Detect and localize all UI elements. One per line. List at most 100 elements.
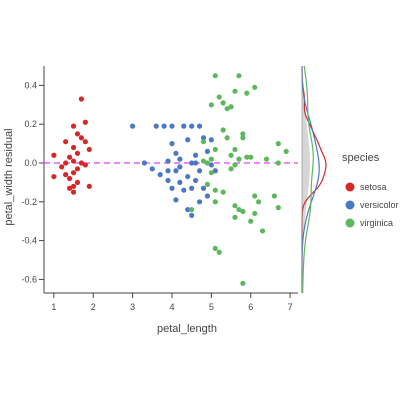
data-point-setosa (78, 135, 85, 141)
data-point-virginica (240, 208, 246, 215)
data-point-virginica (220, 127, 226, 133)
legend[interactable]: species setosa versicolor virginica (342, 152, 399, 228)
data-point-setosa (82, 139, 88, 145)
data-point-virginica (216, 249, 222, 255)
data-point-virginica (232, 203, 238, 209)
data-point-versicolor (165, 177, 171, 184)
marginal-density (301, 65, 327, 294)
data-point-setosa (70, 123, 77, 129)
data-point-setosa (51, 173, 57, 180)
legend-label-virginica[interactable]: virginica (360, 218, 393, 228)
data-point-virginica (252, 210, 258, 217)
data-point-virginica (212, 245, 218, 251)
legend-marker-virginica[interactable] (345, 218, 355, 228)
data-point-virginica (275, 141, 281, 147)
marginal-curve-virginica (302, 65, 314, 294)
data-point-versicolor (204, 148, 211, 154)
data-point-virginica (263, 156, 270, 162)
data-point-versicolor (169, 185, 175, 191)
data-point-virginica (244, 154, 250, 160)
data-point-setosa (59, 164, 65, 170)
data-point-versicolor (169, 123, 175, 129)
legend-title: species (342, 152, 380, 164)
data-point-virginica (259, 228, 266, 234)
data-point-versicolor (189, 160, 195, 166)
data-point-virginica (189, 206, 195, 213)
data-point-versicolor (181, 123, 187, 129)
data-point-versicolor (130, 123, 136, 129)
data-point-virginica (212, 146, 218, 153)
data-point-virginica (248, 218, 254, 224)
data-point-versicolor (193, 160, 199, 166)
tick-labels: 1 2 3 4 5 6 7 0.4 0.2 0.0 -0.2 -0.4 -0.6 (21, 80, 292, 312)
data-point-versicolor (189, 212, 195, 218)
data-point-setosa (63, 172, 69, 178)
data-point-versicolor (200, 135, 207, 141)
data-point-versicolor (185, 206, 191, 213)
data-point-setosa (82, 162, 88, 168)
data-point-versicolor (185, 173, 191, 180)
data-point-virginica (224, 106, 230, 112)
data-point-versicolor (177, 179, 183, 186)
data-point-setosa (74, 179, 81, 186)
data-point-setosa (51, 152, 57, 158)
data-point-versicolor (157, 172, 163, 178)
data-point-versicolor (196, 123, 203, 129)
data-point-versicolor (212, 168, 218, 174)
data-point-virginica (220, 189, 226, 195)
data-point-versicolor (189, 185, 195, 191)
data-point-virginica (232, 146, 238, 153)
data-point-versicolor (208, 162, 214, 168)
data-point-setosa (63, 139, 69, 145)
data-point-versicolor (208, 137, 214, 143)
data-point-versicolor (173, 168, 179, 174)
data-point-versicolor (193, 152, 199, 158)
data-point-virginica (204, 160, 211, 166)
x-tick-label: 4 (169, 302, 174, 312)
data-point-versicolor (149, 166, 155, 172)
data-point-versicolor (196, 168, 203, 174)
legend-label-versicolor[interactable]: versicolor (360, 200, 399, 210)
data-point-virginica (252, 84, 258, 90)
data-point-versicolor (200, 185, 207, 191)
data-point-setosa (66, 185, 73, 191)
data-point-setosa (78, 96, 85, 102)
data-point-virginica (224, 135, 230, 141)
legend-label-setosa[interactable]: setosa (360, 182, 387, 192)
data-point-virginica (256, 199, 262, 205)
data-point-virginica (240, 135, 246, 141)
data-point-virginica (240, 131, 246, 137)
data-point-virginica (244, 90, 250, 96)
y-tick-label: 0.2 (24, 119, 37, 129)
y-tick-label: 0.4 (24, 80, 37, 90)
data-point-virginica (275, 205, 281, 211)
y-tick-label: -0.4 (21, 236, 37, 246)
x-tick-label: 1 (51, 302, 56, 312)
legend-marker-setosa[interactable] (345, 182, 355, 192)
legend-marker-versicolor[interactable] (345, 200, 355, 210)
data-point-versicolor (153, 123, 159, 129)
data-point-versicolor (169, 141, 175, 147)
data-point-virginica (216, 94, 222, 100)
data-point-versicolor (165, 158, 171, 164)
data-point-virginica (228, 104, 234, 110)
y-tick-label: 0.0 (24, 158, 37, 168)
data-point-virginica (236, 156, 242, 162)
data-point-setosa (66, 154, 73, 160)
data-point-versicolor (173, 150, 179, 156)
data-point-versicolor (196, 199, 203, 205)
data-point-setosa (86, 146, 92, 153)
data-point-virginica (208, 156, 214, 162)
data-point-setosa (70, 144, 77, 151)
data-point-versicolor (173, 197, 179, 203)
data-point-setosa (74, 166, 81, 172)
data-point-virginica (236, 206, 242, 213)
data-point-setosa (63, 160, 69, 166)
data-point-virginica (232, 162, 238, 168)
data-point-versicolor (165, 168, 171, 174)
marginal-fill (302, 66, 310, 293)
data-point-virginica (212, 187, 218, 193)
data-point-virginica (228, 166, 234, 172)
data-point-versicolor (177, 164, 183, 170)
